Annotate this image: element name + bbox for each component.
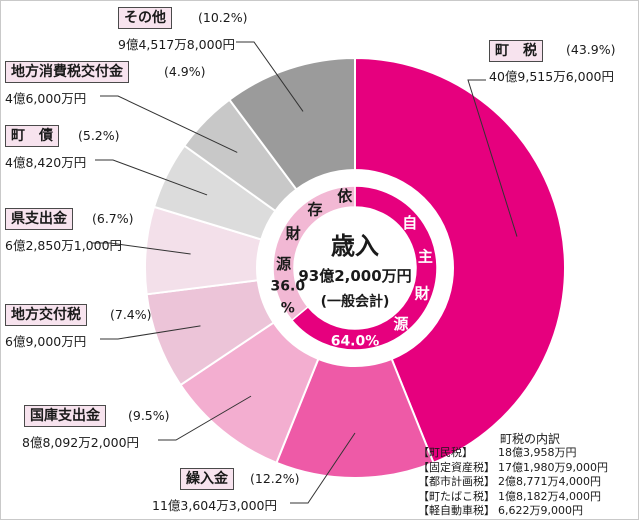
zeisei-breakdown: 町税の内訳 【町民税】 18億3,958万円 【固定資産税】 17億1,980万9,… (418, 432, 608, 518)
breakdown-name: 【都市計画税】 (418, 475, 495, 489)
slice-name: 県支出金 (5, 208, 73, 230)
ring-label-char: 存 (308, 201, 323, 219)
slice-amount: 6億9,000万円 (5, 334, 87, 349)
center-amount: 93億2,000万円 (298, 267, 411, 285)
center-note: (一般会計) (321, 293, 390, 310)
breakdown-amount: 17億1,980万9,000円 (498, 460, 608, 474)
leader-line-5 (95, 159, 208, 196)
ring-label-char: 源 (393, 315, 408, 333)
breakdown-title: 町税の内訳 (500, 432, 561, 446)
leader-line-0 (467, 79, 518, 237)
slice-amount: 4億6,000万円 (5, 91, 87, 106)
slice-pct: (4.9%) (164, 64, 206, 79)
ring-pct-dependent-sign: % (281, 300, 295, 316)
breakdown-row: 【軽自動車税】 6,622万9,000円 (418, 504, 608, 518)
leader-line-7 (236, 41, 304, 112)
slice-amount: 6億2,850万1,000円 (5, 238, 123, 253)
slice-name: 町 税 (489, 40, 543, 62)
slice-name: 繰入金 (180, 468, 234, 490)
slice-amount: 40億9,515万6,000円 (489, 69, 614, 84)
breakdown-row: 【町たばこ税】 1億8,182万4,000円 (418, 490, 608, 504)
center-title: 歳入 (331, 232, 379, 260)
slice-pct: (7.4%) (110, 307, 152, 322)
leader-line-6 (100, 95, 238, 153)
slice-amount: 4億8,420万円 (5, 155, 87, 170)
center-hole (294, 207, 416, 329)
slice-name: その他 (118, 7, 172, 29)
leader-line-2 (158, 395, 252, 441)
ring-label-char: 財 (414, 284, 430, 302)
ring-pct-dependent: 36.0 (271, 278, 306, 294)
ring-pct-own: 64.0% (331, 334, 380, 350)
ring-label-char: 自 (402, 214, 417, 232)
slice-amount: 8億8,092万2,000円 (22, 435, 140, 450)
breakdown-name: 【町たばこ税】 (418, 489, 495, 503)
leader-line-4 (92, 242, 191, 255)
breakdown-amount: 6,622万9,000円 (498, 504, 583, 518)
leader-line-1 (290, 432, 356, 504)
slice-pct: (5.2%) (78, 128, 120, 143)
slice-name: 地方消費税交付金 (5, 61, 129, 83)
breakdown-row: 【町民税】 18億3,958万円 (418, 446, 608, 460)
slice-pct: (43.9%) (566, 42, 616, 57)
slice-amount: 9億4,517万8,000円 (118, 37, 236, 52)
breakdown-name: 【町民税】 (418, 446, 473, 460)
breakdown-row: 【都市計画税】 2億8,771万4,000円 (418, 475, 608, 489)
breakdown-amount: 1億8,182万4,000円 (498, 489, 601, 503)
slice-name: 町 債 (5, 125, 59, 147)
slice-pct: (10.2%) (198, 10, 248, 25)
breakdown-name: 【軽自動車税】 (418, 504, 495, 518)
breakdown-amount: 2億8,771万4,000円 (498, 475, 601, 489)
breakdown-amount: 18億3,958万円 (498, 446, 577, 460)
slice-name: 国庫支出金 (24, 405, 106, 427)
slice-pct: (6.7%) (92, 211, 134, 226)
leader-line-3 (100, 325, 201, 340)
slice-amount: 11億3,604万3,000円 (152, 498, 277, 513)
breakdown-row: 【固定資産税】 17億1,980万9,000円 (418, 461, 608, 475)
breakdown-name: 【固定資産税】 (418, 460, 495, 474)
slice-pct: (12.2%) (250, 471, 300, 486)
slice-name: 地方交付税 (5, 304, 87, 326)
ring-label-char: 依 (337, 187, 353, 205)
slice-pct: (9.5%) (128, 408, 170, 423)
ring-label-char: 財 (285, 224, 301, 242)
ring-label-char: 源 (276, 255, 291, 273)
ring-label-char: 主 (418, 248, 433, 266)
